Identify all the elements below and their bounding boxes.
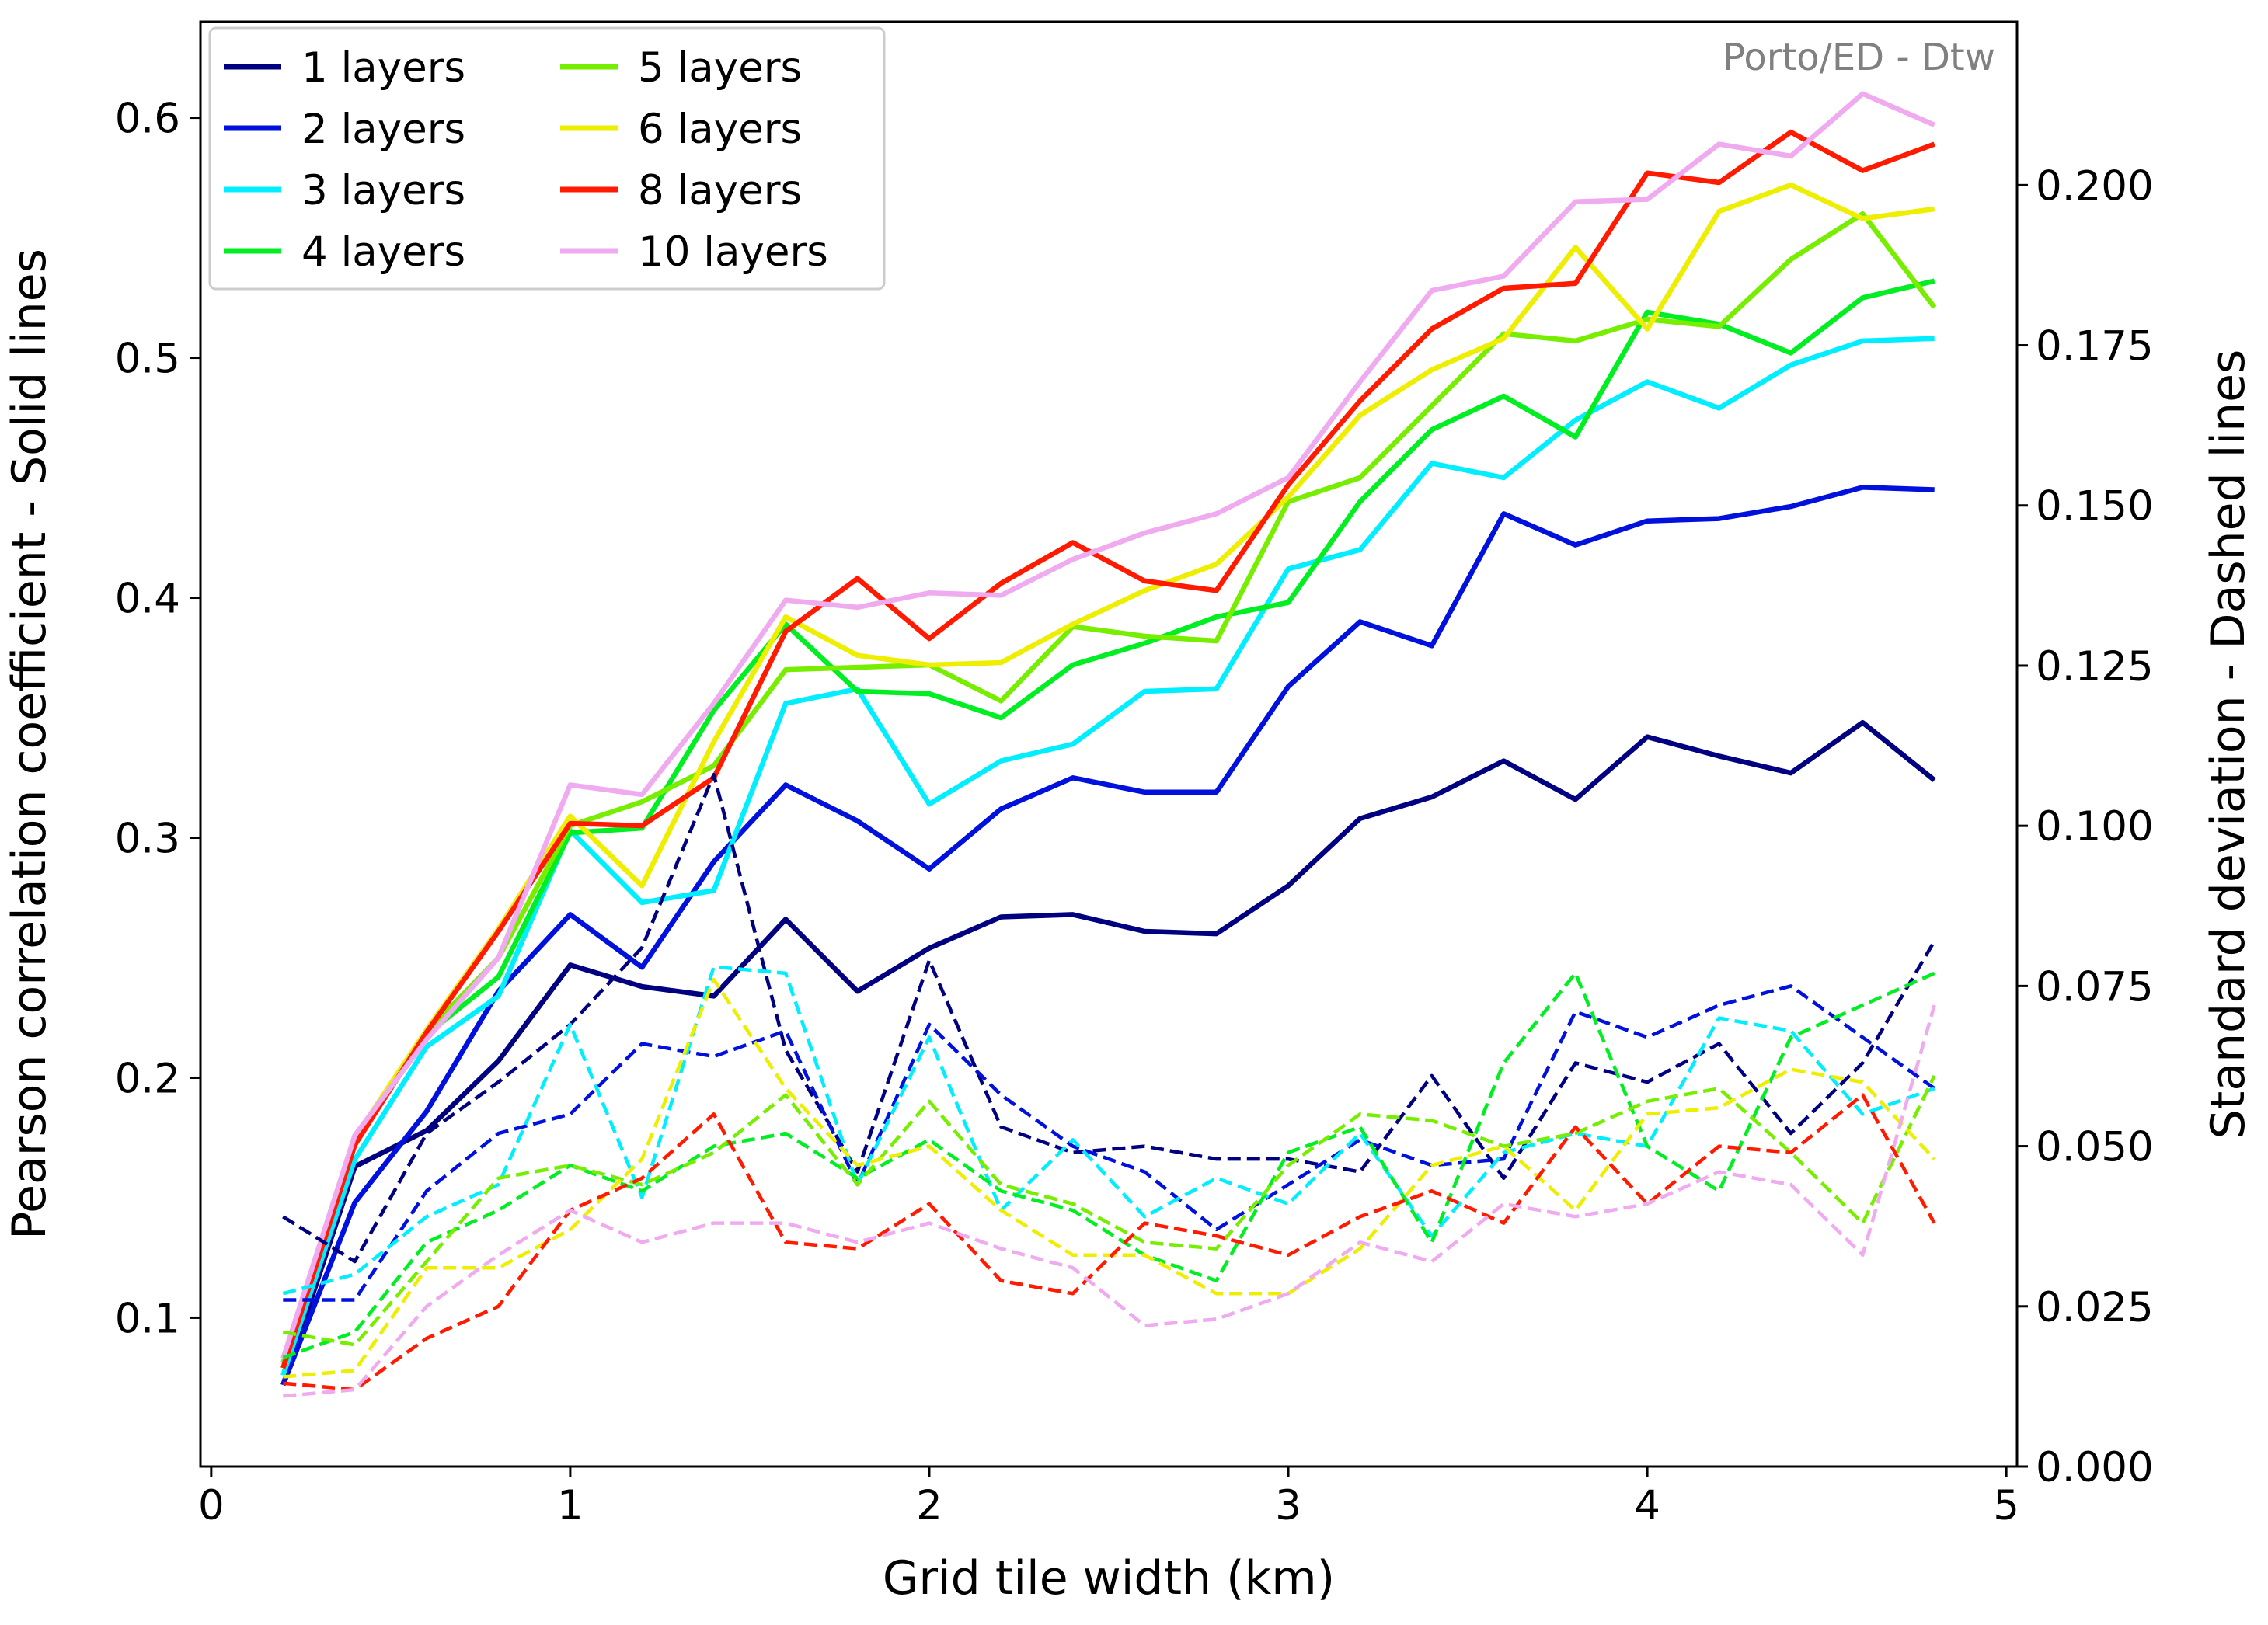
series-2-layers-correlation-line (280, 485, 1935, 1387)
legend-label: 5 layers (638, 44, 802, 92)
series-6-layers-correlation-line (280, 182, 1935, 1369)
y-tick-label: 0.5 (115, 336, 180, 383)
y-tick-label: 0.2 (115, 1055, 180, 1102)
y2-axis-label: Standard deviation - Dashed lines (2201, 350, 2256, 1140)
y2-tick-label: 0.175 (2036, 323, 2154, 371)
y2-tick-label: 0.200 (2036, 162, 2154, 210)
x-tick-label: 1 (557, 1482, 584, 1529)
y2-tick-label: 0.025 (2036, 1284, 2154, 1331)
series-3-layers-correlation-line (280, 336, 1935, 1376)
series-5-layers-std-line (282, 1074, 1936, 1347)
series-2-layers-std-line (283, 984, 1936, 1302)
y-axis-label: Pearson correlation coefficient - Solid … (2, 249, 57, 1240)
x-tick-label: 5 (1993, 1482, 2019, 1529)
legend-frame (208, 26, 886, 291)
series-4-layers-std-line (282, 971, 1935, 1359)
y2-tick-label: 0.075 (2036, 963, 2154, 1011)
x-axis: 0 1 2 3 4 5 (198, 1467, 2019, 1529)
y-tick-label: 0.4 (115, 576, 180, 623)
legend-label: 8 layers (638, 167, 802, 214)
series-1-layers-correlation-line (280, 719, 1936, 1387)
y2-tick-label: 0.150 (2036, 483, 2154, 531)
series-3-layers-std-line (282, 965, 1935, 1296)
chart-annotation: Porto/ED - Dtw (1723, 36, 1995, 79)
x-tick-label: 0 (198, 1482, 225, 1529)
y2-tick-label: 0.100 (2036, 803, 2154, 851)
y-tick-label: 0.6 (115, 96, 180, 143)
series-10-layers-std-line (283, 1004, 1936, 1398)
series-4-layers-correlation-line (280, 278, 1935, 1369)
legend-label: 10 layers (638, 228, 828, 276)
x-tick-label: 2 (916, 1482, 942, 1529)
legend-label: 1 layers (301, 44, 465, 92)
y-axis-right: 0.000 0.025 0.050 0.075 0.100 0.125 0.150 0.175… (2017, 162, 2154, 1491)
legend-label: 4 layers (301, 228, 465, 276)
series-10-layers-correlation-line (280, 91, 1935, 1359)
dashed-lines (282, 772, 1936, 1398)
x-axis-label: Grid tile width (km) (883, 1551, 1335, 1606)
series-5-layers-correlation-line (280, 211, 1937, 1365)
solid-lines (280, 91, 1937, 1387)
y-tick-label: 0.3 (115, 815, 180, 862)
x-tick-label: 3 (1275, 1482, 1301, 1529)
plot-frame (199, 20, 2019, 1468)
y2-tick-label: 0.000 (2036, 1444, 2154, 1491)
legend-label: 3 layers (301, 167, 465, 214)
y2-tick-label: 0.125 (2036, 643, 2154, 691)
series-8-layers-std-line (283, 1093, 1936, 1392)
y-tick-label: 0.1 (115, 1295, 180, 1342)
series-8-layers-correlation-line (280, 129, 1935, 1369)
series-6-layers-std-line (283, 977, 1936, 1379)
legend: 1 layers 2 layers 3 layers 4 layers 5 layers… (208, 26, 886, 291)
x-tick-label: 4 (1634, 1482, 1660, 1529)
y2-tick-label: 0.050 (2036, 1124, 2154, 1171)
y-axis-left: 0.1 0.2 0.3 0.4 0.5 0.6 (115, 96, 200, 1342)
series-1-layers-std-line (282, 772, 1936, 1264)
legend-label: 2 layers (301, 106, 465, 153)
legend-label: 6 layers (638, 106, 802, 153)
